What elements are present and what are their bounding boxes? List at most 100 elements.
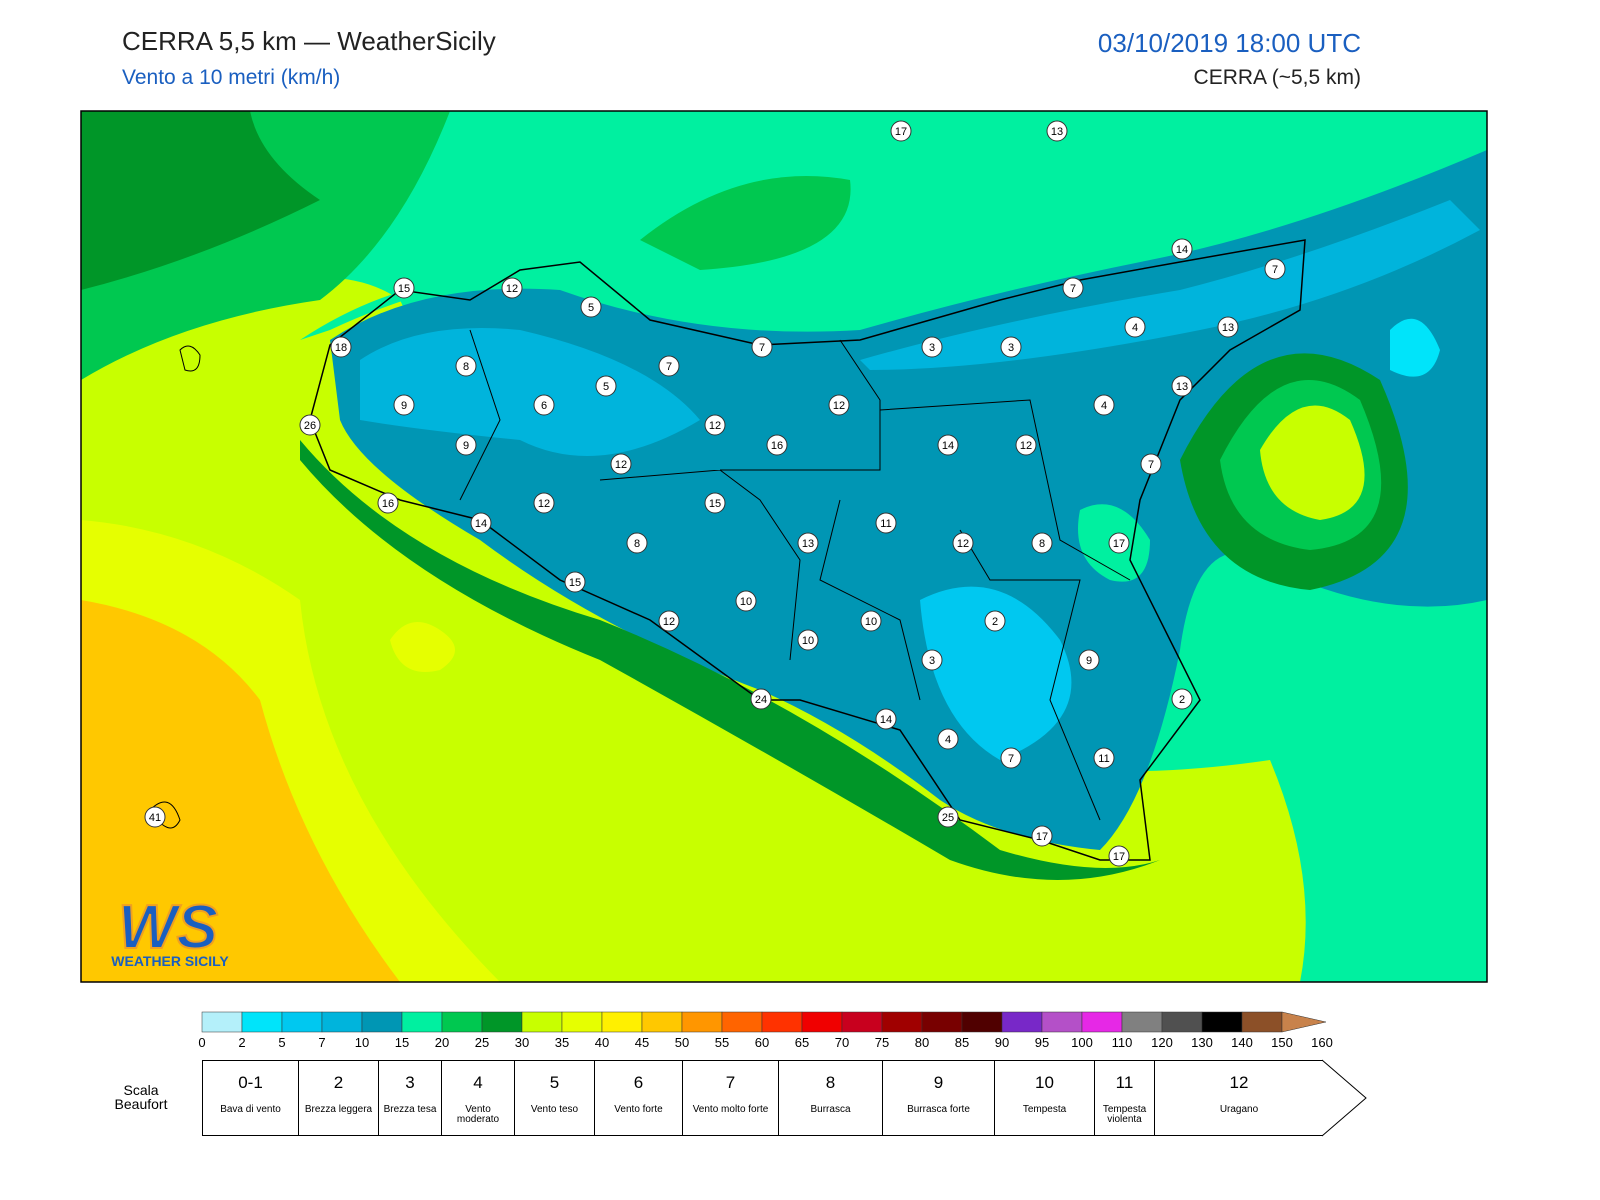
colorbar-tick-label: 150 <box>1271 1035 1293 1050</box>
colorbar-tick-label: 75 <box>875 1035 889 1050</box>
station-value: 10 <box>802 635 814 647</box>
colorbar-tick-label: 15 <box>395 1035 409 1050</box>
station-value: 3 <box>1008 342 1014 354</box>
beaufort-level: 3 Brezza tesa <box>378 1060 442 1136</box>
beaufort-force: 0-1 <box>238 1073 263 1092</box>
station-marker <box>580 296 602 318</box>
colorbar-tick-label: 7 <box>318 1035 325 1050</box>
beaufort-level: 0-1 Bava di vento <box>202 1060 299 1136</box>
station-marker <box>1078 649 1100 671</box>
beaufort-name: Brezza tesa <box>383 1104 437 1115</box>
station-value: 10 <box>740 596 752 608</box>
station-value: 13 <box>1176 381 1188 393</box>
station-marker <box>1046 120 1068 142</box>
station-marker <box>797 629 819 651</box>
beaufort-level: 4 Vento moderato <box>441 1060 515 1136</box>
beaufort-level: 11 Tempesta violenta <box>1094 1060 1155 1136</box>
beaufort-force: 5 <box>549 1073 560 1092</box>
station-value: 16 <box>771 440 783 452</box>
station-value: 10 <box>865 616 877 628</box>
colorbar-tick-label: 45 <box>635 1035 649 1050</box>
station-value: 7 <box>666 361 672 373</box>
province-borders <box>459 329 1131 821</box>
station-value: 11 <box>1098 753 1109 765</box>
beaufort-name: Vento forte <box>614 1104 663 1115</box>
station-marker <box>1062 277 1084 299</box>
subtitle: Vento a 10 metri (km/h) <box>122 66 341 89</box>
station-value: 9 <box>463 440 469 452</box>
station-value: 13 <box>802 538 814 550</box>
beaufort-name: Brezza leggera <box>304 1104 373 1115</box>
colorbar-swatch <box>241 1011 283 1033</box>
station-marker <box>393 394 415 416</box>
station-marker <box>890 120 912 142</box>
beaufort-name: Vento molto forte <box>692 1104 769 1115</box>
beaufort-name: Burrasca <box>810 1104 851 1115</box>
colorbar-swatch <box>1081 1011 1123 1033</box>
station-value: 18 <box>335 342 347 354</box>
station-marker <box>1093 394 1115 416</box>
station-value: 11 <box>880 518 891 530</box>
colorbar-swatch <box>321 1011 363 1033</box>
station-marker <box>610 453 632 475</box>
colorbar-swatch <box>561 1011 603 1033</box>
colorbar-swatch <box>1001 1011 1043 1033</box>
colorbar-tick-label: 65 <box>795 1035 809 1050</box>
station-marker <box>626 532 648 554</box>
station-marker <box>1000 747 1022 769</box>
station-value: 9 <box>401 400 407 412</box>
station-value: 17 <box>1113 851 1125 863</box>
station-marker <box>595 375 617 397</box>
station-marker <box>952 532 974 554</box>
map-frame <box>80 110 1488 983</box>
station-value: 12 <box>538 498 550 510</box>
station-marker <box>1093 747 1115 769</box>
colorbar-tick-label: 55 <box>715 1035 729 1050</box>
colorbar-swatch <box>881 1011 923 1033</box>
wind-field <box>81 111 1487 982</box>
colorbar-swatch <box>721 1011 763 1033</box>
station-marker <box>658 355 680 377</box>
station-value: 24 <box>755 694 767 706</box>
beaufort-level: 8 Burrasca <box>778 1060 883 1136</box>
station-marker <box>860 610 882 632</box>
colorbar-swatch <box>481 1011 523 1033</box>
station-marker <box>921 649 943 671</box>
station-value: 13 <box>1222 322 1234 334</box>
station-marker <box>1171 688 1193 710</box>
colorbar-swatch <box>681 1011 723 1033</box>
beaufort-force: 10 <box>1035 1073 1054 1092</box>
colorbar-swatch <box>761 1011 803 1033</box>
station-value: 14 <box>942 440 954 452</box>
station-marker <box>144 806 166 828</box>
station-marker <box>658 610 680 632</box>
station-marker <box>1140 453 1162 475</box>
beaufort-name: Uragano <box>1219 1104 1259 1115</box>
colorbar-swatch <box>641 1011 683 1033</box>
beaufort-level: 10 Tempesta <box>994 1060 1095 1136</box>
colorbar-tick-label: 60 <box>755 1035 769 1050</box>
station-value: 17 <box>1113 538 1125 550</box>
colorbar-tick-label: 30 <box>515 1035 529 1050</box>
station-value: 26 <box>304 420 316 432</box>
station-marker <box>1108 532 1130 554</box>
beaufort-label: Scala Beaufort <box>114 1082 168 1112</box>
station-marker <box>704 414 726 436</box>
station-value: 25 <box>942 812 954 824</box>
logo-mark: WS <box>118 893 218 962</box>
station-marker <box>455 434 477 456</box>
colorbar-tick-label: 140 <box>1231 1035 1253 1050</box>
station-marker <box>1217 316 1239 338</box>
beaufort-force: 2 <box>333 1073 344 1092</box>
colorbar-tick-label: 100 <box>1071 1035 1093 1050</box>
station-marker <box>533 492 555 514</box>
colorbar-swatch <box>521 1011 563 1033</box>
colorbar-swatch <box>441 1011 483 1033</box>
station-marker <box>1124 316 1146 338</box>
station-marker <box>1031 825 1053 847</box>
beaufort-force: 4 <box>473 1073 483 1092</box>
station-marker <box>875 708 897 730</box>
station-value: 15 <box>569 577 581 589</box>
station-marker <box>750 688 772 710</box>
